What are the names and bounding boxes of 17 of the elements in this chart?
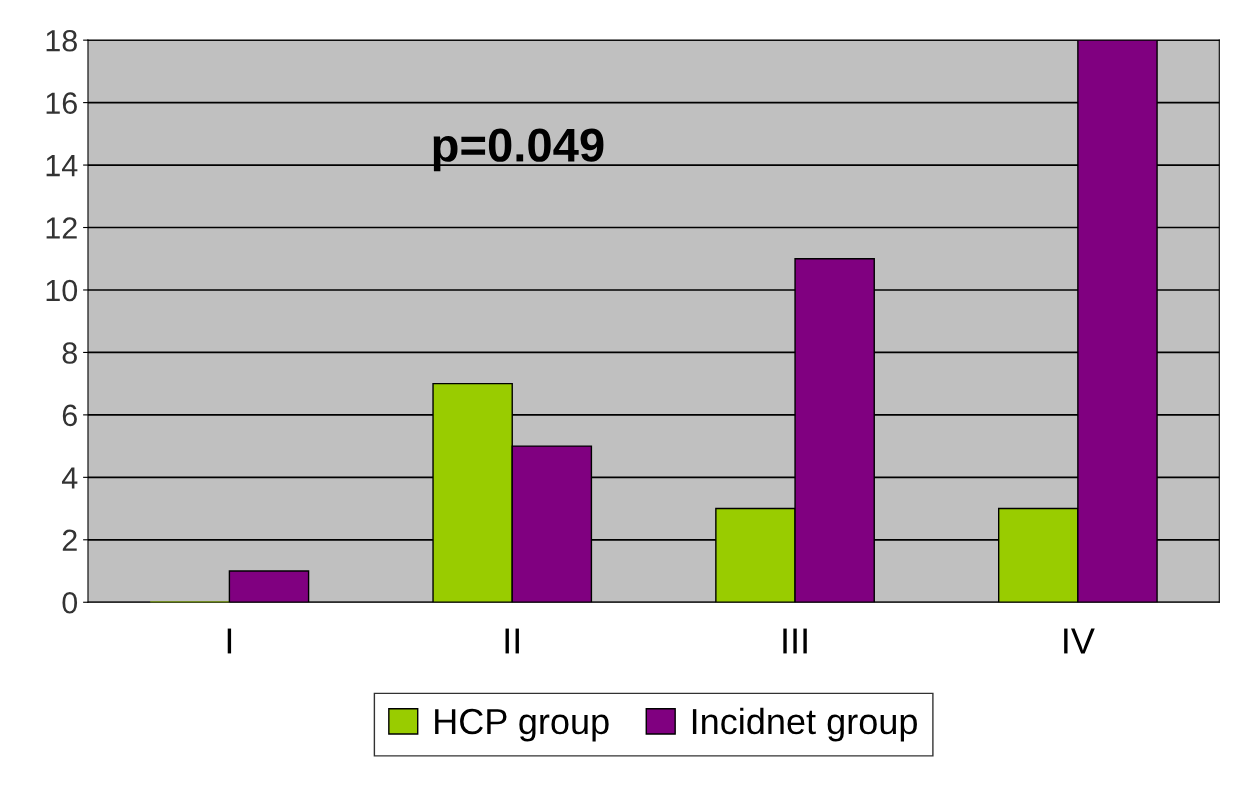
x-tick-label: II (505, 628, 519, 654)
x-tick-label: IV (1064, 628, 1095, 654)
y-tick-label: 6 (62, 404, 77, 427)
y-tick-label: 14 (46, 155, 78, 177)
y-tick-label: 10 (46, 279, 78, 302)
x-tick-label: III (783, 628, 807, 654)
y-tick-label: 12 (46, 217, 77, 239)
legend-label: HCP group (435, 708, 609, 742)
y-tick-label: 0 (62, 591, 78, 614)
annotation: p=0.049 (433, 128, 604, 172)
y-tick-label: 8 (62, 342, 77, 364)
legend-label: Incidnet group (692, 707, 917, 742)
y-tick-label: 16 (46, 92, 77, 114)
y-tick-label: 2 (62, 529, 77, 551)
x-tick-label: I (227, 628, 232, 654)
y-tick-label: 4 (61, 467, 78, 489)
y-tick-label: 18 (46, 29, 77, 52)
